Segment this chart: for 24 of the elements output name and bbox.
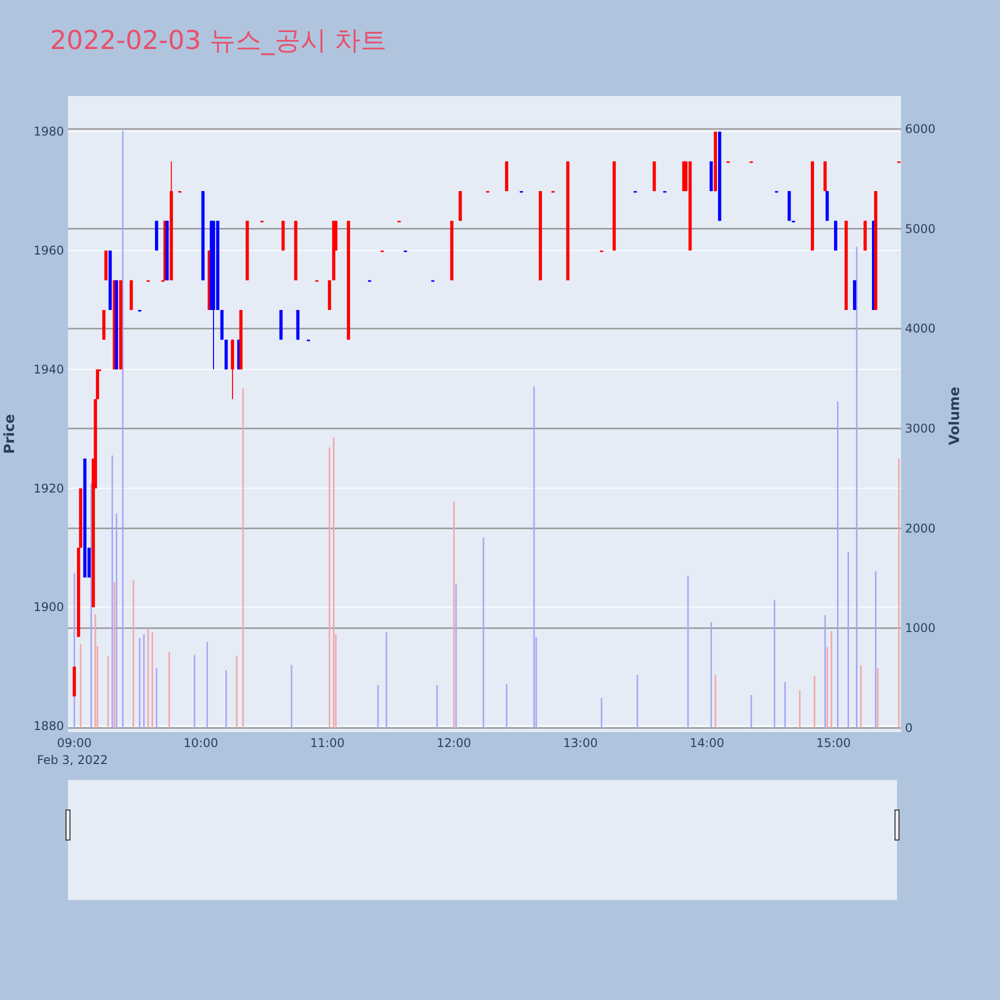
y-tick-label: 1900 bbox=[33, 600, 64, 614]
y-tick-label: 1880 bbox=[33, 719, 64, 734]
y2-tick-label: 0 bbox=[905, 721, 913, 736]
y-tick-label: 1960 bbox=[33, 244, 64, 258]
x-tick-label: 12:00 bbox=[436, 736, 472, 750]
y2-tick-label: 4000 bbox=[905, 322, 936, 336]
y2-axis-title: Volume bbox=[947, 386, 963, 446]
x-tick-label: 15:00 bbox=[816, 736, 851, 750]
y2-tick-label: 1000 bbox=[905, 621, 936, 636]
x-tick-label: 14:00 bbox=[690, 736, 724, 750]
y-tick-label: 1920 bbox=[33, 481, 64, 496]
y2-tick-label: 3000 bbox=[905, 421, 936, 436]
y-axis-title: Price bbox=[2, 414, 18, 454]
x-tick-label: 09:00 bbox=[57, 736, 92, 750]
y-tick-label: 1980 bbox=[33, 124, 64, 139]
y2-tick-label: 5000 bbox=[905, 222, 936, 236]
chart-title: 2022-02-03 뉴스_공시 차트 bbox=[50, 26, 387, 56]
y2-tick-label: 6000 bbox=[905, 122, 936, 136]
y-tick-label: 1940 bbox=[33, 362, 64, 376]
x-tick-label: 10:00 bbox=[184, 736, 218, 750]
x-tick-label: 13:00 bbox=[563, 736, 598, 750]
text: Feb 3, 2022 bbox=[37, 753, 108, 767]
x-tick-label: 11:00 bbox=[310, 736, 345, 750]
y2-tick-label: 2000 bbox=[905, 521, 936, 536]
